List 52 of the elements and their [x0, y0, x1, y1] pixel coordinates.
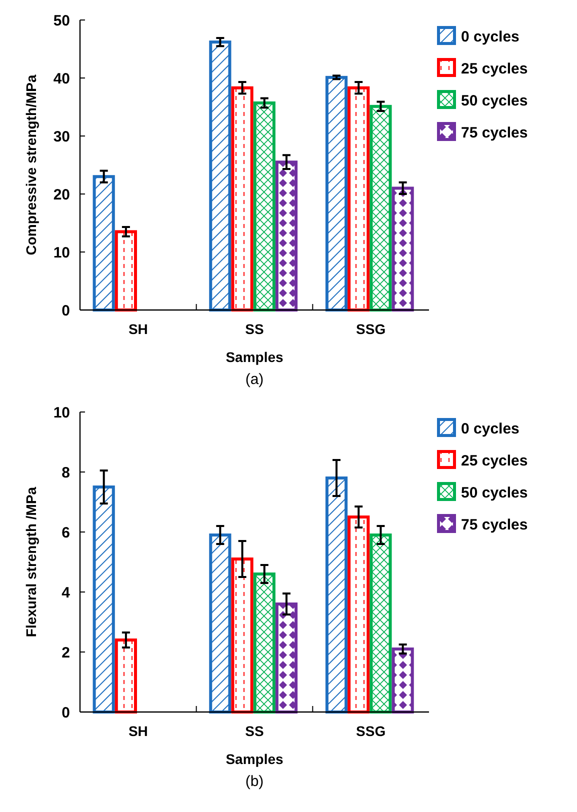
- bar: [114, 230, 138, 312]
- bar: [370, 104, 392, 312]
- bar: [348, 516, 370, 714]
- bar: [253, 101, 276, 312]
- bar: [231, 558, 254, 714]
- bar: [231, 86, 254, 312]
- bar: [92, 486, 115, 714]
- bar: [392, 648, 414, 714]
- bar: [275, 160, 298, 312]
- y-tick-label: 10: [53, 244, 70, 262]
- legend-label: 50 cycles: [461, 484, 528, 502]
- y-tick-label: 20: [53, 186, 70, 204]
- y-tick-label: 0: [62, 704, 70, 722]
- y-tick-label: 8: [62, 464, 70, 482]
- x-tick-label: SS: [245, 723, 264, 739]
- legend-label: 75 cycles: [461, 516, 528, 534]
- text: (b): [245, 773, 264, 790]
- y-axis-title: Flexural strength /MPa: [23, 486, 39, 638]
- x-axis-title: Samples: [226, 751, 284, 767]
- bar: [209, 534, 232, 714]
- text: (a): [245, 371, 264, 388]
- legend-label: 0 cycles: [461, 420, 520, 438]
- bar: [325, 476, 348, 714]
- y-tick-label: 50: [53, 12, 70, 30]
- y-axis-title: Compressive strength/MPa: [23, 74, 39, 256]
- bar: [392, 186, 414, 312]
- y-tick-label: 4: [62, 584, 71, 602]
- x-tick-label: SH: [128, 723, 148, 739]
- legend-label: 25 cycles: [461, 60, 528, 78]
- x-tick-label: SSG: [356, 321, 386, 337]
- legend-label: 75 cycles: [461, 124, 528, 142]
- legend-label: 25 cycles: [461, 452, 528, 470]
- legend-label: 50 cycles: [461, 92, 528, 110]
- y-tick-label: 40: [53, 70, 70, 88]
- bar: [370, 534, 392, 714]
- y-tick-label: 6: [62, 524, 70, 542]
- bar: [92, 175, 115, 312]
- bar: [253, 572, 276, 714]
- y-tick-label: 0: [62, 302, 70, 320]
- bar: [275, 602, 298, 714]
- x-tick-label: SSG: [356, 723, 386, 739]
- bar: [325, 76, 348, 312]
- bar: [348, 86, 370, 312]
- y-tick-label: 30: [53, 128, 70, 146]
- y-tick-label: 10: [53, 404, 70, 422]
- x-tick-label: SH: [128, 321, 148, 337]
- legend-label: 0 cycles: [461, 28, 520, 46]
- bar: [114, 638, 138, 714]
- x-tick-label: SS: [245, 321, 264, 337]
- bar: [209, 40, 232, 312]
- x-axis-title: Samples: [226, 349, 284, 365]
- y-tick-label: 2: [62, 644, 70, 662]
